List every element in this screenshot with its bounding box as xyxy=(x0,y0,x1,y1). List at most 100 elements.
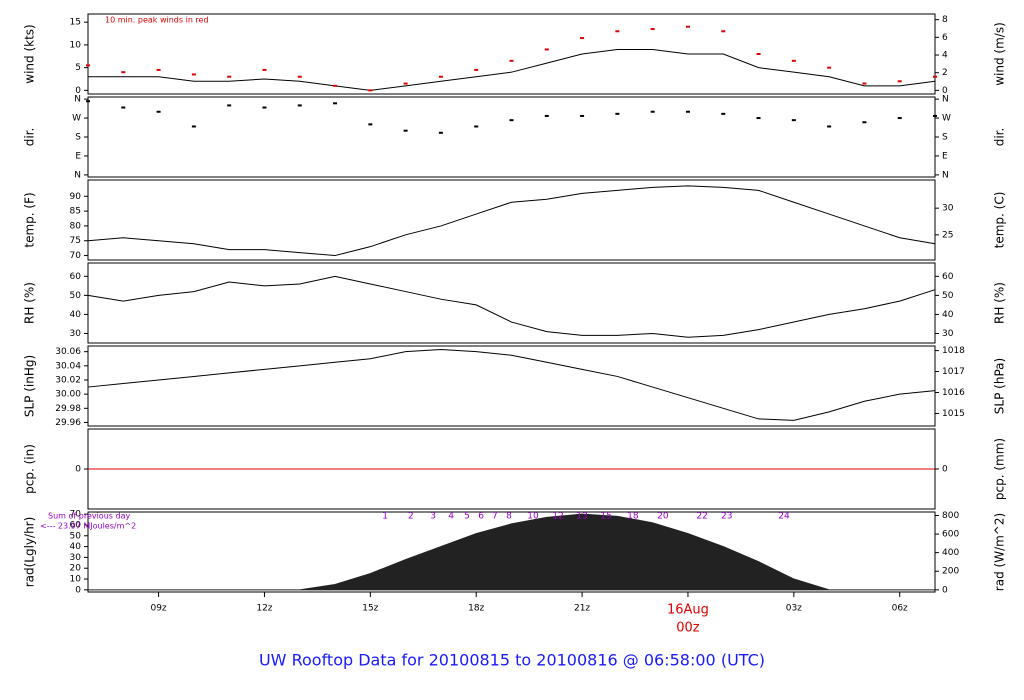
line xyxy=(87,185,936,257)
y-tick-label: 75 xyxy=(70,236,81,246)
y-tick-label: 60 xyxy=(70,272,82,282)
y-tick-label: 30.02 xyxy=(55,375,81,385)
y-axis-label: dir. xyxy=(23,128,37,147)
data-point xyxy=(580,114,585,117)
hour-mark: 1 xyxy=(382,512,388,522)
hour-mark: 15 xyxy=(600,512,611,522)
y-tick-label: N xyxy=(74,170,81,180)
y-tick-label: 30 xyxy=(942,329,954,339)
data-point xyxy=(933,114,937,117)
y2-axis-label: wind (m/s) xyxy=(993,22,1007,86)
data-point xyxy=(368,89,373,92)
y2-axis-label: SLP (hPa) xyxy=(993,358,1007,414)
y-tick-label: 1018 xyxy=(942,346,965,356)
y-tick-label: 30 xyxy=(942,204,954,214)
hour-mark: 5 xyxy=(464,512,470,522)
y-tick-label: 1015 xyxy=(942,409,965,419)
data-point xyxy=(227,104,232,107)
data-point xyxy=(721,30,726,33)
y-tick-label: 6 xyxy=(942,33,948,43)
annotation: 10 min. peak winds in red xyxy=(105,16,209,25)
data-point xyxy=(368,123,373,126)
y-tick-label: 29.98 xyxy=(55,404,81,414)
hour-mark: 18 xyxy=(627,512,639,522)
data-point xyxy=(544,114,549,117)
y2-axis-label: rad (W/m^2) xyxy=(993,513,1007,591)
data-point xyxy=(650,110,655,113)
y-tick-label: 0 xyxy=(75,465,81,475)
panel-frame xyxy=(87,262,936,344)
y-tick-label: 30.04 xyxy=(55,361,81,371)
line xyxy=(88,48,936,91)
y-axis-label: rad(Lgly/hr) xyxy=(23,517,37,588)
annotation: Sum of previous day xyxy=(48,512,130,521)
y-tick-label: 2 xyxy=(942,68,948,78)
x-tick-label: 21z xyxy=(574,604,590,614)
hour-mark: 2 xyxy=(408,512,414,522)
y2-axis-label: RH (%) xyxy=(993,282,1007,324)
y-tick-label: 30.00 xyxy=(55,390,81,400)
data-point xyxy=(191,125,196,128)
y-tick-label: 0 xyxy=(942,585,948,595)
data-point xyxy=(227,75,232,78)
y-tick-label: S xyxy=(942,133,948,143)
y-tick-label: W xyxy=(72,114,81,124)
data-point xyxy=(791,59,796,62)
annotation: <--- 23.97 MJoules/m^2 xyxy=(40,522,136,531)
y-tick-label: 30 xyxy=(70,329,82,339)
data-point xyxy=(474,125,479,128)
data-point xyxy=(297,104,302,107)
y-tick-label: 0 xyxy=(75,86,81,96)
y-tick-label: 85 xyxy=(70,207,81,217)
y2-axis-label: temp. (C) xyxy=(993,192,1007,249)
y-tick-label: 20 xyxy=(70,564,82,574)
y-tick-label: 50 xyxy=(942,291,954,301)
panel-frame xyxy=(87,179,936,261)
y-tick-label: 30.06 xyxy=(55,347,81,357)
y-tick-label: N xyxy=(942,170,949,180)
y2-axis-label: pcp. (mm) xyxy=(993,438,1007,500)
data-point xyxy=(650,28,655,30)
area xyxy=(88,513,935,591)
data-point xyxy=(827,66,832,69)
y-tick-label: 1016 xyxy=(942,388,965,398)
date-label: 16Aug xyxy=(667,603,709,618)
data-point xyxy=(262,106,267,109)
data-point xyxy=(156,68,161,71)
data-point xyxy=(86,64,90,67)
hour-mark: 4 xyxy=(448,512,454,522)
x-tick-label: 06z xyxy=(892,604,908,614)
y-tick-label: 1017 xyxy=(942,367,965,377)
x-tick-label: 09z xyxy=(150,604,166,614)
hour-mark: 6 xyxy=(478,512,484,522)
data-point xyxy=(86,100,90,103)
hour-mark: 20 xyxy=(657,512,669,522)
y-tick-label: 5 xyxy=(75,63,81,73)
data-point xyxy=(333,102,338,105)
y-tick-label: 15 xyxy=(70,18,81,28)
y-tick-label: E xyxy=(942,151,948,161)
data-point xyxy=(862,121,867,124)
y-axis-label: SLP (inHg) xyxy=(23,355,37,417)
y-tick-label: 600 xyxy=(942,530,959,540)
panel-frame xyxy=(87,511,936,593)
y-tick-label: 40 xyxy=(942,310,954,320)
line xyxy=(87,275,936,338)
y-axis-label: pcp. (in) xyxy=(23,444,37,494)
data-point xyxy=(297,75,302,78)
y-axis-label: temp. (F) xyxy=(23,192,37,247)
x-tick-label: 18z xyxy=(468,604,484,614)
y-tick-label: 50 xyxy=(70,291,82,301)
x-tick-label: 03z xyxy=(786,604,802,614)
data-point xyxy=(333,84,338,87)
y-tick-label: N xyxy=(74,95,81,105)
y-axis-label: wind (kts) xyxy=(23,24,37,83)
y-tick-label: S xyxy=(75,133,81,143)
y-tick-label: 800 xyxy=(942,511,959,521)
line xyxy=(87,349,936,421)
data-point xyxy=(933,75,937,78)
y-tick-label: 0 xyxy=(75,585,81,595)
y-tick-label: 29.96 xyxy=(55,418,81,428)
hour-mark: 3 xyxy=(430,512,436,522)
